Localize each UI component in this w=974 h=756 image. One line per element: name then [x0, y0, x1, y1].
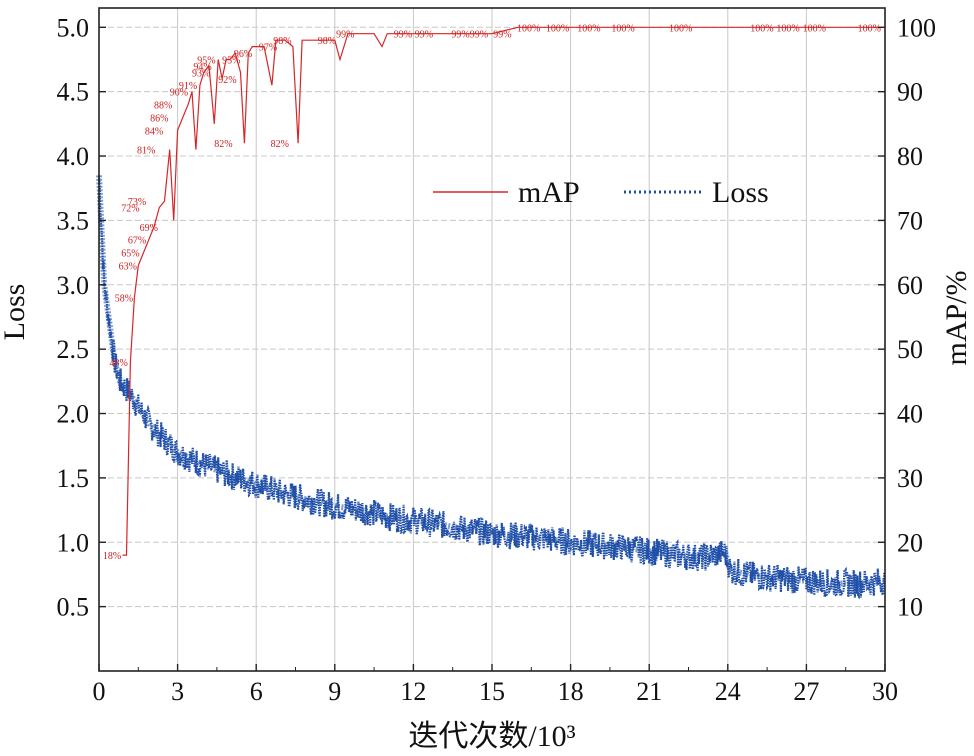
data-label-27: 99% [394, 30, 412, 41]
data-label-23: 98% [273, 36, 291, 47]
data-label-25: 98% [318, 36, 336, 47]
x-tick-label-1: 3 [171, 677, 184, 706]
data-label-1: 48% [109, 358, 127, 369]
x-tick-label-6: 18 [558, 677, 584, 706]
data-label-21: 96% [234, 49, 252, 60]
data-label-29: 99% [451, 30, 469, 41]
x-tick-label-4: 12 [400, 677, 426, 706]
y-left-tick-label-4: 2.5 [57, 335, 90, 364]
data-label-13: 90% [170, 88, 188, 99]
map-line [122, 26, 885, 556]
data-label-15: 93% [192, 68, 210, 79]
x-tick-label-3: 9 [328, 677, 341, 706]
data-label-4: 65% [121, 249, 139, 260]
data-label-18: 92% [218, 75, 236, 86]
y-right-tick-label-9: 100 [897, 13, 936, 42]
y-left-tick-label-3: 2.0 [57, 400, 90, 429]
x-tick-label-10: 30 [872, 677, 898, 706]
y-right-tick-label-3: 40 [897, 400, 923, 429]
y-right-tick-label-8: 90 [897, 78, 923, 107]
data-label-10: 84% [145, 126, 163, 137]
y-left-tick-label-5: 3.0 [57, 271, 90, 300]
data-label-31: 99% [493, 30, 511, 41]
y-left-tick-label-7: 4.0 [57, 142, 90, 171]
y-left-tick-label-8: 4.5 [57, 78, 90, 107]
data-label-36: 100% [669, 23, 692, 34]
x-tick-label-7: 21 [636, 677, 662, 706]
data-label-3: 63% [119, 261, 137, 272]
grid-lines [99, 8, 885, 671]
data-label-22: 97% [259, 43, 277, 54]
x-axis: 0 3 6 9 12 15 18 21 24 27 30 [93, 664, 898, 706]
x-tick-label-2: 6 [250, 677, 263, 706]
y-left-tick-label-6: 3.5 [57, 206, 90, 235]
y-axis-right: 10 20 30 40 50 60 70 80 90 100 [878, 13, 936, 622]
data-label-9: 81% [137, 146, 155, 157]
data-label-35: 100% [611, 23, 634, 34]
y-right-tick-label-0: 10 [897, 593, 923, 622]
y-left-tick-label-1: 1.0 [57, 528, 90, 557]
x-tick-label-0: 0 [93, 677, 106, 706]
y-right-tick-label-5: 60 [897, 271, 923, 300]
x-axis-title: 迭代次数/10³ [408, 720, 575, 753]
data-label-39: 100% [803, 23, 826, 34]
y-axis-right-title: mAP/% [940, 270, 973, 365]
data-label-11: 86% [150, 113, 168, 124]
y-axis-left: 0.5 1.0 1.5 2.0 2.5 3.0 3.5 4.0 4.5 5.0 [57, 13, 106, 622]
data-label-28: 99% [415, 30, 433, 41]
data-label-33: 100% [546, 23, 569, 34]
data-label-6: 69% [140, 223, 158, 234]
data-label-8: 73% [128, 197, 146, 208]
data-label-14: 91% [179, 81, 197, 92]
y-left-tick-label-9: 5.0 [57, 13, 90, 42]
y-left-tick-label-0: 0.5 [57, 593, 90, 622]
data-label-37: 100% [750, 23, 773, 34]
legend-map-label: mAP [518, 176, 580, 209]
y-right-tick-label-2: 30 [897, 464, 923, 493]
data-label-5: 67% [128, 236, 146, 247]
loss-line [96, 175, 886, 587]
data-label-12: 88% [154, 101, 172, 112]
data-label-16: 94% [193, 62, 211, 73]
y-right-tick-label-6: 70 [897, 206, 923, 235]
legend-loss-label: Loss [712, 176, 769, 209]
data-label-30: 99% [470, 30, 488, 41]
map-series [122, 26, 885, 556]
data-label-38: 100% [776, 23, 799, 34]
data-label-26: 99% [336, 30, 354, 41]
data-label-24: 82% [271, 139, 289, 150]
data-label-17: 95% [197, 55, 215, 66]
x-tick-label-8: 24 [715, 677, 741, 706]
legend: mAP Loss [433, 176, 769, 209]
y-axis-left-title: Loss [0, 284, 31, 341]
y-right-tick-label-1: 20 [897, 528, 923, 557]
loss-series [96, 175, 886, 600]
data-label-34: 100% [577, 23, 600, 34]
data-label-32: 100% [517, 23, 540, 34]
data-label-40: 100% [858, 23, 881, 34]
data-label-20: 82% [214, 139, 232, 150]
y-right-tick-label-4: 50 [897, 335, 923, 364]
data-label-19: 95% [222, 55, 240, 66]
loss-band [97, 175, 886, 600]
x-tick-label-9: 27 [793, 677, 819, 706]
y-left-tick-label-2: 1.5 [57, 464, 90, 493]
x-tick-label-5: 15 [479, 677, 505, 706]
data-label-0: 18% [103, 551, 121, 562]
data-labels: 18% 48% 58% 63%65% 67% 69%72%73% 81% 84% 86%88% 9… [103, 23, 881, 562]
data-label-7: 72% [121, 204, 139, 215]
y-right-tick-label-7: 80 [897, 142, 923, 171]
data-label-2: 58% [115, 294, 133, 305]
